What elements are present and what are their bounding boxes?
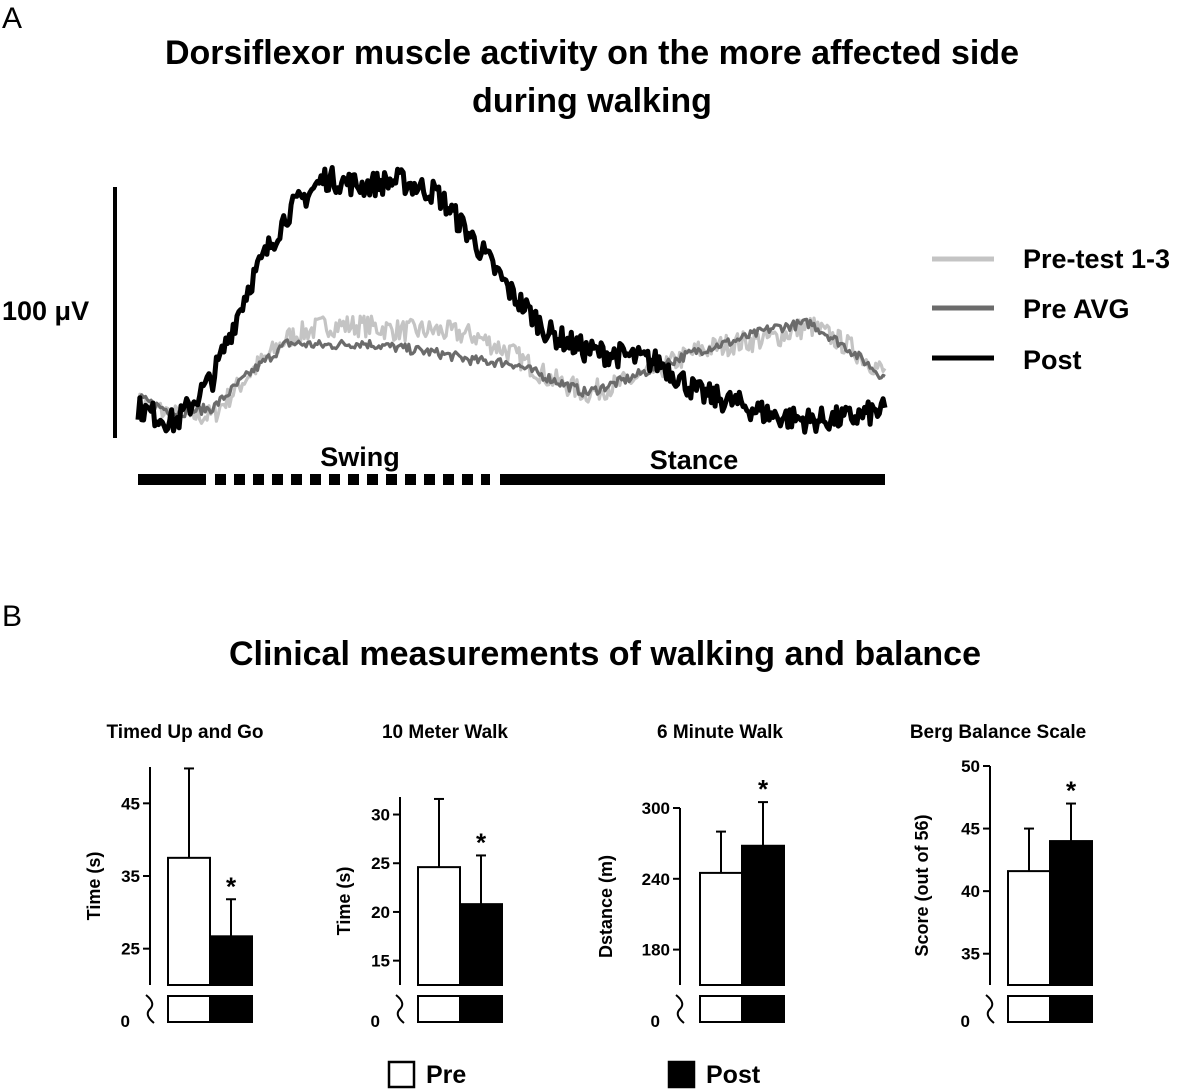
subplot-title: Timed Up and Go [107,722,264,743]
y-axis-title: Time (s) [334,867,354,936]
bar-pre [417,866,461,986]
significance-mark: * [226,871,237,901]
stance-bar [500,474,885,485]
stance-label: Stance [650,445,739,475]
y-tick-label: 25 [371,854,390,873]
panel-a-title-line1: Dorsiflexor muscle activity on the more … [165,34,1019,72]
swing-bar-solid [138,474,206,485]
bar-base-post [209,995,253,1023]
y-tick-label: 45 [961,820,980,839]
axis-break [985,994,995,1024]
y-tick-label-zero: 0 [371,1012,380,1031]
emg-trace-pre-test-1-3 [136,314,887,426]
subplot-title: 6 Minute Walk [657,722,783,743]
y-axis-title: Time (s) [84,852,104,921]
legend-label-pre-avg: Pre AVG [1023,294,1130,324]
panel-b-letter: B [2,600,22,633]
bar-base-post [1049,995,1093,1023]
y-tick-label: 45 [121,794,140,813]
bar-post [459,903,503,987]
bar-pre [699,871,743,987]
y-axis-title: Score (out of 56) [912,814,932,956]
panel-a-title-line2: during walking [472,82,712,120]
emg-trace-post [135,165,888,435]
y-tick-label: 240 [642,870,670,889]
bar-base-pre [1007,995,1051,1023]
legend-label-post-bar: Post [706,1061,761,1089]
bar-post [209,935,253,987]
emg-traces [135,165,888,435]
bar-pre [1007,870,1051,986]
y-tick-label: 40 [961,882,980,901]
panel-b-legend: Pre Post [387,1060,761,1089]
y-tick-label: 300 [642,799,670,818]
emg-trace-pre-avg [137,317,886,419]
y-tick-label: 30 [371,806,390,825]
bar-post [1049,840,1093,986]
y-tick-label: 35 [961,945,980,964]
y-tick-label: 50 [961,757,980,776]
significance-mark: * [758,774,769,804]
panel-b-title: Clinical measurements of walking and bal… [229,635,981,673]
legend-label-pre: Pre [426,1061,466,1089]
legend-swatch-post-bar [667,1060,696,1089]
bar-base-pre [167,995,211,1023]
bar-charts: Timed Up and Go 25 35 45 0 Time (s) * 10 Meter … [84,722,1093,1031]
y-tick-label-zero: 0 [121,1012,130,1031]
panel-a-legend: Pre-test 1-3 Pre AVG Post [932,244,1170,375]
bar-pre [167,856,211,986]
bar-base-post [459,995,503,1023]
swing-label: Swing [320,442,400,472]
bar-post [741,844,785,987]
subplot-title: Berg Balance Scale [910,722,1086,743]
y-tick-label: 35 [121,867,140,886]
axis-break [675,994,685,1024]
scale-bar-label: 100 μV [2,296,89,326]
significance-mark: * [1066,776,1077,806]
bar-base-pre [417,995,461,1023]
axis-break [145,994,155,1024]
gait-phase-bar [138,474,885,485]
y-axis-title: Dstance (m) [596,855,616,958]
panel-a-letter: A [2,2,22,35]
significance-mark: * [476,827,487,857]
legend-label-pre-test: Pre-test 1-3 [1023,244,1170,274]
y-tick-label: 15 [371,952,390,971]
bar-base-pre [699,995,743,1023]
subplot-title: 10 Meter Walk [382,722,508,743]
axis-break [395,994,405,1024]
y-tick-label-zero: 0 [961,1012,970,1031]
y-tick-label: 20 [371,903,390,922]
y-tick-label-zero: 0 [651,1012,660,1031]
legend-swatch-pre [387,1060,416,1089]
bar-base-post [741,995,785,1023]
y-tick-label: 25 [121,940,140,959]
y-tick-label: 180 [642,941,670,960]
legend-label-post: Post [1023,345,1082,375]
